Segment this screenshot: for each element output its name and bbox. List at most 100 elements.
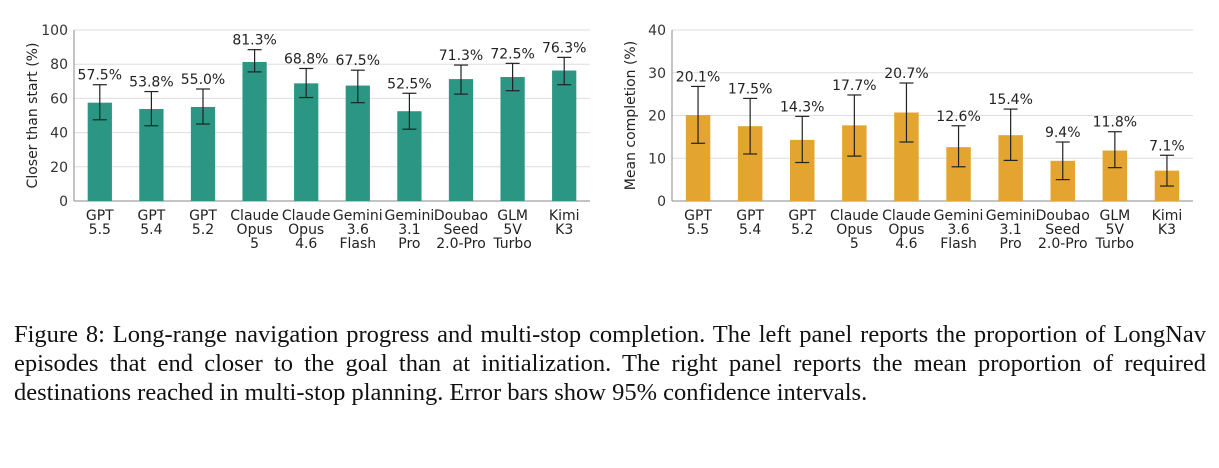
category-label-line: 5.2 xyxy=(791,222,813,238)
bar xyxy=(294,83,319,201)
category-label-line: Gemini xyxy=(934,208,984,224)
category-label-line: 2.0-Pro xyxy=(1038,236,1088,252)
value-label: 81.3% xyxy=(232,33,276,49)
category-label-line: 2.0-Pro xyxy=(436,236,486,252)
category-label-line: 4.6 xyxy=(895,236,917,252)
category-label: GPT 5.4 xyxy=(736,208,764,238)
category-label: GPT 5.4 xyxy=(137,208,165,238)
category-label-line: GPT xyxy=(86,208,114,224)
category-label: Doubao Seed 2.0-Pro xyxy=(1036,208,1090,252)
figure-caption: Figure 8: Long-range navigation progress… xyxy=(14,321,1206,406)
bar xyxy=(345,85,370,201)
y-tick-label: 100 xyxy=(41,23,68,39)
y-tick-label: 30 xyxy=(648,66,666,82)
value-label: 53.8% xyxy=(129,75,173,91)
category-label: Gemini 3.1 Pro xyxy=(986,208,1036,252)
category-label: GLM 5V Turbo xyxy=(1095,208,1135,252)
value-label: 17.5% xyxy=(728,81,772,97)
category-label-line: K3 xyxy=(1158,222,1176,238)
y-tick-label: 10 xyxy=(648,151,666,167)
value-label: 15.4% xyxy=(988,92,1032,108)
category-label-line: 3.6 xyxy=(347,222,369,238)
category-label-line: Seed xyxy=(1045,222,1080,238)
value-label: 68.8% xyxy=(284,51,328,67)
category-label: GPT 5.2 xyxy=(189,208,217,238)
category-label-line: Opus xyxy=(888,222,924,238)
value-label: 20.1% xyxy=(676,69,720,85)
y-tick-label: 60 xyxy=(50,91,68,107)
category-label-line: Opus xyxy=(288,222,324,238)
category-label-line: GPT xyxy=(736,208,764,224)
category-label-line: Claude xyxy=(830,208,879,224)
category-label-line: 5.2 xyxy=(192,222,214,238)
category-label: GPT 5.5 xyxy=(86,208,114,238)
category-label-line: 5 xyxy=(850,236,859,252)
bar xyxy=(448,79,474,201)
category-label-line: K3 xyxy=(555,222,573,238)
category-label: GPT 5.2 xyxy=(788,208,816,238)
y-tick-label: 40 xyxy=(50,126,68,142)
category-label: Kimi K3 xyxy=(1152,208,1183,238)
category-label: Doubao Seed 2.0-Pro xyxy=(434,208,488,252)
category-label-line: 5V xyxy=(1106,222,1125,238)
category-label: Gemini 3.1 Pro xyxy=(385,208,435,252)
category-label-line: Opus xyxy=(836,222,872,238)
category-label-line: Gemini xyxy=(986,208,1036,224)
category-label-line: Turbo xyxy=(492,236,532,252)
category-label-line: 3.1 xyxy=(398,222,420,238)
value-label: 11.8% xyxy=(1093,115,1137,131)
category-label-line: 5.5 xyxy=(89,222,111,238)
bar xyxy=(552,70,577,201)
y-tick-label: 20 xyxy=(50,160,68,176)
value-label: 55.0% xyxy=(181,72,225,88)
bar xyxy=(242,61,267,201)
y-tick-label: 40 xyxy=(648,23,666,39)
category-label-line: 5 xyxy=(250,236,259,252)
value-label: 71.3% xyxy=(439,48,483,64)
value-label: 12.6% xyxy=(936,109,980,125)
category-label-line: Doubao xyxy=(1036,208,1090,224)
value-label: 76.3% xyxy=(542,40,586,56)
category-label: Gemini 3.6 Flash xyxy=(333,208,383,252)
category-label: Claude Opus 5 xyxy=(830,208,879,252)
value-label: 52.5% xyxy=(387,76,431,92)
category-label-line: Claude xyxy=(282,208,331,224)
category-label: Claude Opus 4.6 xyxy=(282,208,331,252)
category-label-line: Turbo xyxy=(1095,236,1135,252)
category-label-line: 5.4 xyxy=(140,222,162,238)
category-label-line: Pro xyxy=(398,236,420,252)
value-label: 17.7% xyxy=(832,78,876,94)
category-label-line: Doubao xyxy=(434,208,488,224)
y-axis-title: Mean completion (%) xyxy=(623,41,639,190)
y-tick-label: 0 xyxy=(59,194,68,210)
category-label-line: GPT xyxy=(788,208,816,224)
value-label: 14.3% xyxy=(780,99,824,115)
category-label-line: Gemini xyxy=(385,208,435,224)
y-axis-title: Closer than start (%) xyxy=(25,43,41,189)
category-label: GPT 5.5 xyxy=(684,208,712,238)
category-label-line: GPT xyxy=(684,208,712,224)
category-label-line: Flash xyxy=(339,236,376,252)
category-label: GLM 5V Turbo xyxy=(492,208,532,252)
category-label-line: GPT xyxy=(137,208,165,224)
category-label-line: 3.6 xyxy=(947,222,969,238)
category-label-line: Seed xyxy=(444,222,479,238)
category-label: Gemini 3.6 Flash xyxy=(934,208,984,252)
category-label-line: 5.5 xyxy=(687,222,709,238)
category-label-line: GPT xyxy=(189,208,217,224)
value-label: 67.5% xyxy=(336,53,380,69)
category-label-line: Pro xyxy=(1000,236,1022,252)
y-tick-label: 80 xyxy=(50,57,68,73)
category-label-line: Claude xyxy=(230,208,279,224)
category-label-line: Opus xyxy=(237,222,273,238)
category-label-line: 3.1 xyxy=(1000,222,1022,238)
bar xyxy=(500,77,525,201)
category-label-line: 5V xyxy=(503,222,522,238)
category-label-line: GLM xyxy=(497,208,528,224)
value-label: 7.1% xyxy=(1149,138,1185,154)
category-label-line: Kimi xyxy=(1152,208,1183,224)
value-label: 72.5% xyxy=(490,46,534,62)
category-label: Kimi K3 xyxy=(549,208,580,238)
